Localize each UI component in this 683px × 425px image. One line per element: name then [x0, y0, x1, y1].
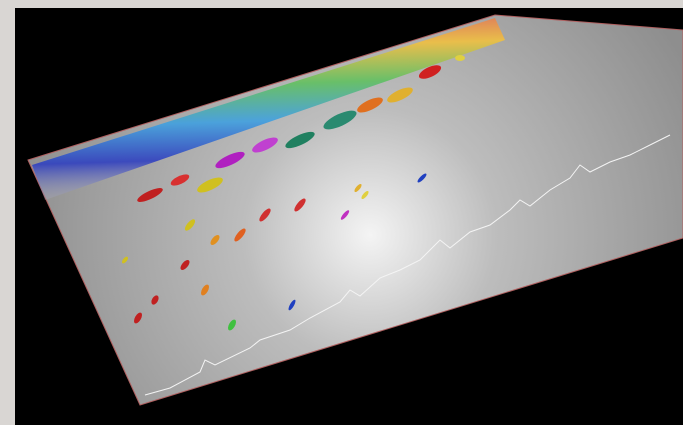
spot: [184, 219, 196, 231]
rainbow-band: [32, 18, 505, 200]
spot: [323, 110, 357, 130]
spot: [134, 312, 142, 324]
spot: [354, 183, 362, 193]
spot: [234, 228, 246, 242]
spot: [228, 319, 236, 331]
spot: [418, 65, 442, 79]
spot: [357, 97, 383, 113]
trace-line: [144, 134, 671, 396]
spot: [387, 87, 413, 103]
surface-plane: [27, 14, 683, 406]
spot: [180, 260, 190, 270]
spot: [294, 198, 306, 212]
spot: [417, 173, 427, 183]
spot: [170, 174, 190, 186]
spot: [361, 190, 369, 200]
spots: [122, 55, 465, 331]
spot: [259, 208, 271, 222]
spot: [122, 256, 128, 264]
spot: [151, 295, 159, 305]
spot: [137, 188, 163, 202]
spot: [215, 151, 245, 169]
spot: [285, 131, 315, 149]
spot: [455, 55, 465, 61]
spot: [210, 235, 220, 245]
spot: [197, 177, 223, 193]
spot: [288, 299, 296, 311]
spot: [201, 284, 209, 296]
spot: [252, 137, 278, 153]
spot: [340, 210, 350, 220]
